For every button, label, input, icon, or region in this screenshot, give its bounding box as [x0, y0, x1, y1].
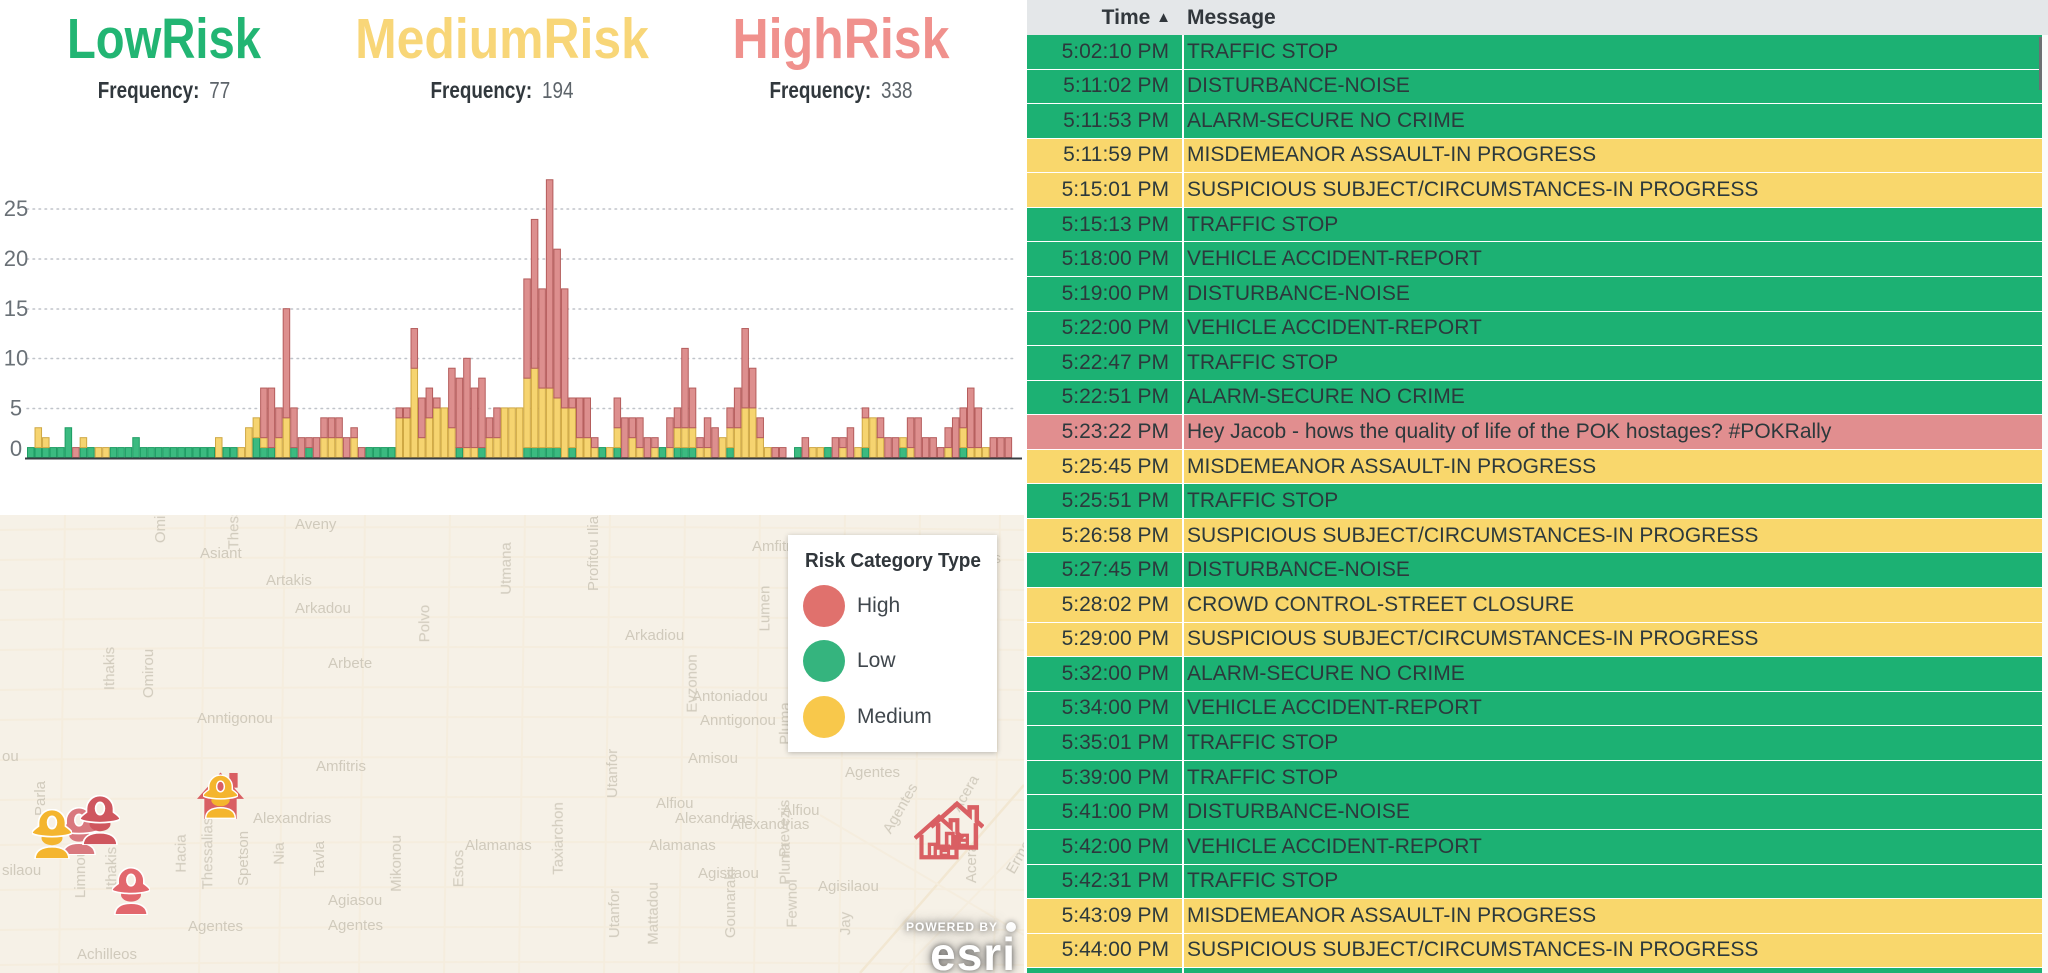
svg-text:20: 20 [4, 246, 28, 271]
svg-text:10: 10 [4, 346, 28, 371]
svg-text:25: 25 [4, 196, 28, 221]
svg-text:5: 5 [10, 396, 22, 421]
svg-text:0: 0 [10, 436, 22, 461]
svg-text:15: 15 [4, 296, 28, 321]
